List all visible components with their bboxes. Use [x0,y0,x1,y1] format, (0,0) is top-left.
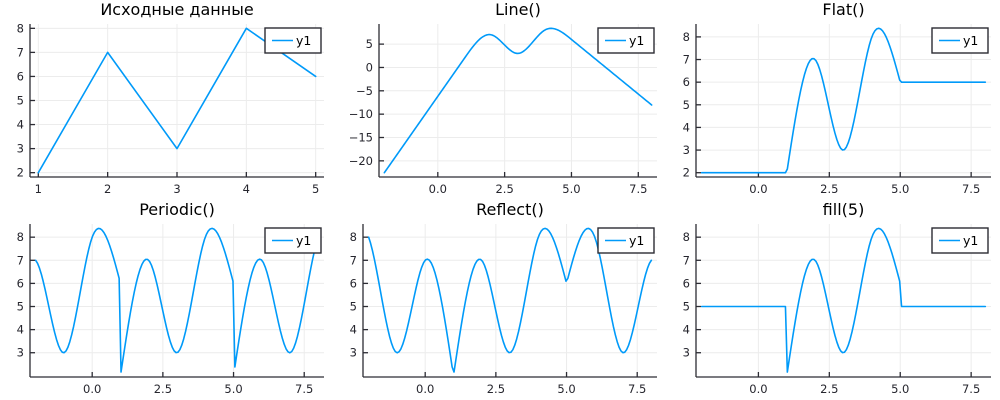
x-tick-label: 0.0 [429,182,447,196]
y-tick-label: 3 [17,142,24,156]
y-tick-label: 4 [350,323,357,337]
x-tick-label: 0.0 [749,382,767,396]
series-y1 [383,27,653,174]
y-tick-label: −15 [349,131,373,145]
y-tick-label: 4 [17,118,24,132]
chart-title: Исходные данные [100,0,253,19]
y-tick-label: 6 [683,276,690,290]
y-tick-label: 5 [366,37,373,51]
subplot-original-data: 1 2 3 4 5 2 3 4 5 6 7 8 Исходные данные y1 [0,0,333,200]
y-tick-label: 8 [683,30,690,44]
x-tick-label: 0.0 [416,382,434,396]
chart-canvas: 0.0 2.5 5.0 7.5 5 0 −5 −10 −15 −20 Line() y1 [349,0,657,196]
y-tick-label: 3 [17,346,24,360]
legend-label: y1 [629,233,644,248]
x-tick-label: 3 [173,182,180,196]
y-tick-label: 3 [350,346,357,360]
y-tick-label: 2 [17,166,24,180]
y-tick-label: 5 [350,300,357,314]
y-tick-label: 5 [683,98,690,112]
subplot-fill: 0.0 2.5 5.0 7.5 3 4 5 6 7 8 fill(5) y1 [666,200,1000,400]
x-tick-label: 2.5 [820,182,838,196]
y-tick-label: 3 [683,143,690,157]
y-tick-label: 3 [683,346,690,360]
y-tick-label: 0 [366,60,373,74]
subplot-periodic: 0.0 2.5 5.0 7.5 3 4 5 6 7 8 Periodic() y1 [0,200,333,400]
y-tick-label: 8 [683,230,690,244]
y-tick-label: 7 [683,53,690,67]
y-tick-label: 8 [17,21,24,35]
y-tick-label: 7 [350,253,357,267]
y-tick-label: 6 [17,69,24,83]
y-tick-label: 7 [17,45,24,59]
y-tick-label: 5 [683,300,690,314]
chart-title: Line() [495,0,541,19]
x-tick-label: 2.5 [495,182,513,196]
subplot-line: 0.0 2.5 5.0 7.5 5 0 −5 −10 −15 −20 Line() y1 [333,0,666,200]
y-tick-label: −10 [349,107,373,121]
chart-title: Periodic() [139,200,215,219]
legend-label: y1 [963,33,978,48]
x-tick-label: 1 [35,182,42,196]
subplot-flat: 0.0 2.5 5.0 7.5 2 3 4 5 6 7 8 Flat() y1 [666,0,1000,200]
y-tick-label: −20 [349,154,373,168]
chart-canvas: 0.0 2.5 5.0 7.5 3 4 5 6 7 8 fill(5) y1 [683,200,991,396]
y-tick-label: 2 [683,166,690,180]
x-tick-label: 7.5 [962,182,980,196]
y-tick-label: 8 [350,230,357,244]
y-tick-label: 5 [17,94,24,108]
y-tick-label: 7 [17,253,24,267]
y-tick-label: 4 [683,120,690,134]
x-tick-label: 2.5 [487,382,505,396]
x-tick-label: 7.5 [629,182,647,196]
x-tick-label: 7.5 [628,382,646,396]
x-tick-label: 7.5 [962,382,980,396]
x-tick-label: 4 [243,182,250,196]
chart-title: fill(5) [823,200,865,219]
x-tick-label: 5.0 [557,382,575,396]
series-y1 [700,27,987,174]
x-tick-label: 7.5 [295,382,313,396]
chart-canvas: 0.0 2.5 5.0 7.5 2 3 4 5 6 7 8 Flat() y1 [683,0,991,196]
x-tick-label: 5.0 [224,382,242,396]
legend-label: y1 [963,233,978,248]
x-tick-label: 5 [312,182,319,196]
x-tick-label: 0.0 [749,182,767,196]
x-tick-label: 2.5 [820,382,838,396]
x-tick-label: 0.0 [83,382,101,396]
y-tick-label: 8 [17,230,24,244]
series-y1 [700,227,987,373]
legend-label: y1 [296,33,311,48]
y-tick-label: 4 [17,323,24,337]
x-tick-label: 2.5 [154,382,172,396]
x-tick-label: 2 [104,182,111,196]
legend-label: y1 [629,33,644,48]
chart-title: Flat() [822,0,864,19]
series-y1 [367,227,653,373]
y-tick-label: 6 [350,276,357,290]
x-tick-label: 5.0 [891,182,909,196]
subplot-reflect: 0.0 2.5 5.0 7.5 3 4 5 6 7 8 Reflect() y1 [333,200,666,400]
y-tick-label: −5 [356,84,373,98]
series-y1 [34,227,320,373]
chart-canvas: 0.0 2.5 5.0 7.5 3 4 5 6 7 8 Periodic() y1 [17,200,324,396]
y-tick-label: 4 [683,323,690,337]
chart-title: Reflect() [476,200,544,219]
y-tick-label: 7 [683,253,690,267]
x-tick-label: 5.0 [891,382,909,396]
x-tick-label: 5.0 [562,182,580,196]
y-tick-label: 6 [683,75,690,89]
chart-canvas: 0.0 2.5 5.0 7.5 3 4 5 6 7 8 Reflect() y1 [350,200,657,396]
y-tick-label: 6 [17,276,24,290]
y-tick-label: 5 [17,300,24,314]
legend-label: y1 [296,233,311,248]
